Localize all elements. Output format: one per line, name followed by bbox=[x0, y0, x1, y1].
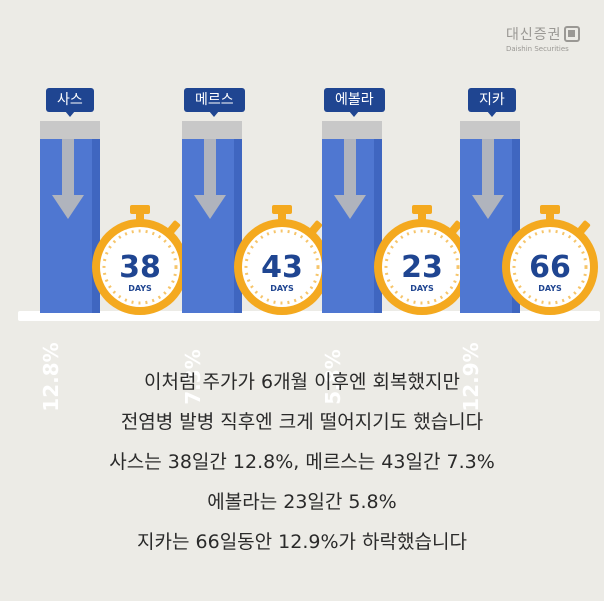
stopwatch-icon: 66 DAYS bbox=[500, 205, 600, 315]
days-label: DAYS bbox=[128, 284, 152, 293]
days-count: 38 bbox=[119, 250, 161, 285]
body-line: 에볼라는 23일간 5.8% bbox=[207, 491, 397, 513]
days-label: DAYS bbox=[538, 284, 562, 293]
decline-visual: 사스 12.8% 38 DAYS 메르스 bbox=[18, 0, 604, 412]
body-line: 이처럼 주가가 6개월 이후엔 회복했지만 bbox=[144, 371, 460, 393]
down-arrow-icon bbox=[472, 139, 504, 219]
days-label: DAYS bbox=[410, 284, 434, 293]
body-line: 전염병 발병 직후엔 크게 떨어지기도 했습니다 bbox=[120, 411, 484, 433]
decline-bar: 7.3% bbox=[181, 121, 242, 405]
stopwatch-icon: 23 DAYS bbox=[372, 205, 472, 315]
decline-bar: 12.8% bbox=[39, 121, 100, 412]
days-label: DAYS bbox=[270, 284, 294, 293]
brand-name-kor: 대신증권 bbox=[506, 27, 562, 43]
body-line: 지카는 66일동안 12.9%가 하락했습니다 bbox=[137, 531, 467, 553]
item-sars: 사스 12.8% 38 DAYS bbox=[39, 0, 190, 412]
body-text: 이처럼 주가가 6개월 이후엔 회복했지만 전염병 발병 직후엔 크게 떨어지기… bbox=[0, 362, 604, 562]
down-arrow-icon bbox=[52, 139, 84, 219]
decline-bar: 5.8% bbox=[321, 121, 382, 405]
down-arrow-icon bbox=[334, 139, 366, 219]
disease-label: 메르스 bbox=[184, 88, 245, 117]
baseline bbox=[18, 311, 600, 321]
item-zika: 지카 12.9% 66 DAYS bbox=[459, 0, 604, 412]
days-count: 43 bbox=[261, 250, 303, 285]
down-arrow-icon bbox=[194, 139, 226, 219]
item-mers: 메르스 7.3% 43 DAYS bbox=[181, 0, 332, 405]
body-line: 사스는 38일간 12.8%, 메르스는 43일간 7.3% bbox=[109, 451, 495, 473]
disease-label: 사스 bbox=[46, 88, 94, 117]
brand-logo: 대신증권 Daishin Securities bbox=[506, 24, 580, 53]
stopwatch-icon: 38 DAYS bbox=[90, 205, 190, 315]
stopwatch-icon: 43 DAYS bbox=[232, 205, 332, 315]
days-count: 66 bbox=[529, 250, 571, 285]
item-ebola: 에볼라 5.8% 23 DAYS bbox=[321, 0, 472, 405]
days-count: 23 bbox=[401, 250, 443, 285]
brand-name-eng: Daishin Securities bbox=[506, 45, 569, 53]
disease-label: 에볼라 bbox=[324, 88, 385, 117]
disease-label: 지카 bbox=[468, 88, 516, 117]
brand-mark-icon bbox=[564, 26, 580, 42]
